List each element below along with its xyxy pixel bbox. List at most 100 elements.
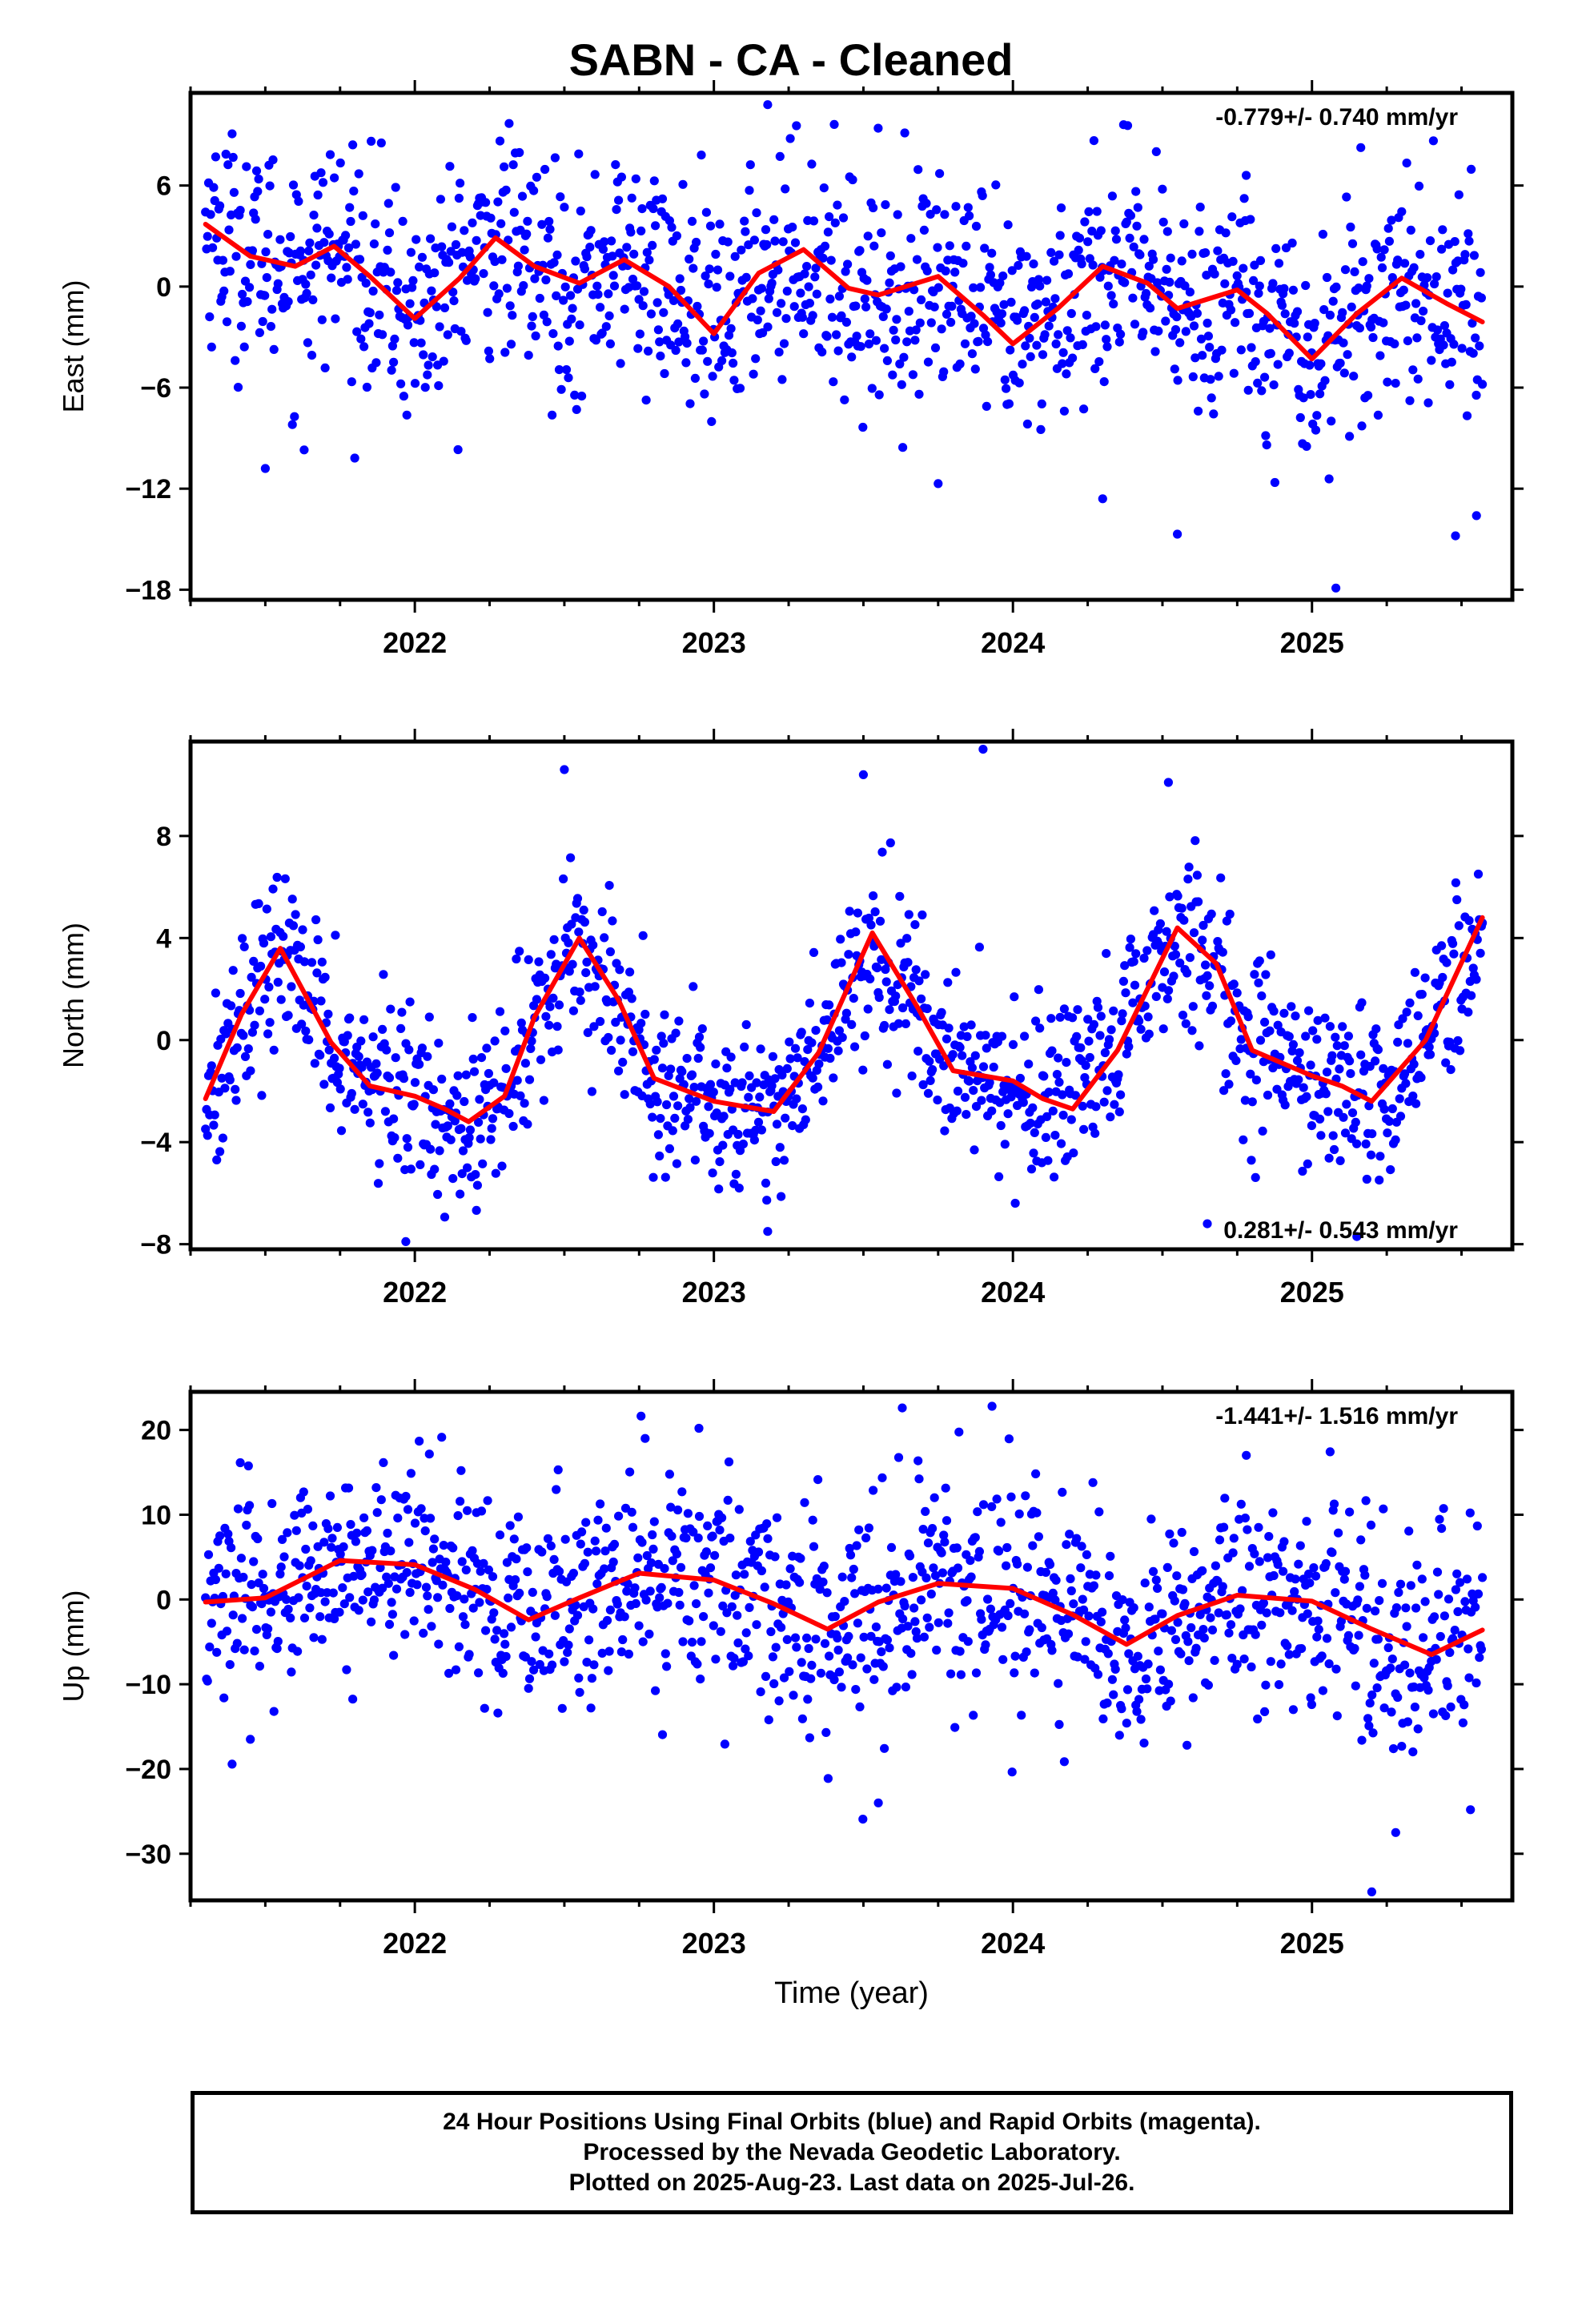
up-data-point (1439, 1504, 1448, 1514)
east-data-point (552, 250, 562, 259)
east-data-point (1022, 251, 1031, 261)
up-data-point (582, 1658, 592, 1667)
east-data-point (523, 216, 532, 226)
north-data-point (1464, 915, 1474, 926)
north-data-point (1398, 1014, 1407, 1023)
up-data-point (636, 1411, 646, 1421)
north-data-point (1010, 992, 1019, 1002)
up-data-point (715, 1526, 725, 1535)
east-data-point (436, 195, 446, 204)
north-data-point (1118, 976, 1128, 986)
north-data-point (845, 907, 854, 916)
north-data-point (247, 1027, 257, 1037)
north-data-point (847, 1019, 857, 1029)
north-data-point (1288, 1039, 1298, 1049)
east-data-point (1173, 376, 1182, 385)
east-data-point (586, 226, 596, 235)
east-data-point (1310, 319, 1319, 328)
east-data-point (745, 160, 755, 170)
east-data-point (1102, 335, 1111, 344)
east-data-point (435, 322, 444, 332)
north-data-point (295, 942, 305, 951)
east-data-point (911, 325, 921, 335)
east-data-point (921, 199, 931, 208)
east-ytick-label: −6 (140, 373, 171, 404)
east-data-point (1342, 192, 1351, 202)
up-data-point (387, 1610, 397, 1619)
up-data-point (891, 1570, 901, 1579)
east-data-point (1349, 372, 1359, 381)
east-data-point (888, 370, 897, 380)
up-data-point (1473, 1589, 1484, 1598)
east-data-point (316, 168, 326, 178)
east-data-point (544, 216, 554, 227)
up-data-point (681, 1533, 691, 1543)
footer-line-orbits: 24 Hour Positions Using Final Orbits (bl… (443, 2109, 1261, 2135)
north-data-point (345, 1013, 355, 1023)
north-data-point (1335, 1156, 1345, 1165)
north-data-point (1386, 1165, 1395, 1175)
east-data-point (258, 316, 267, 327)
north-data-point (902, 934, 912, 943)
up-data-point (820, 1638, 830, 1648)
east-data-point (861, 302, 871, 312)
north-data-point (287, 895, 297, 904)
north-data-point (1258, 1126, 1267, 1136)
up-data-point (1287, 1606, 1297, 1615)
east-data-point (362, 382, 371, 392)
north-data-point (620, 1090, 629, 1100)
east-data-point (895, 359, 905, 369)
north-data-point (354, 1051, 363, 1061)
up-data-point (946, 1669, 956, 1679)
north-data-point (215, 1147, 225, 1156)
east-data-point (1320, 376, 1330, 385)
east-outlier-point (1098, 494, 1107, 504)
north-data-point (386, 1004, 396, 1014)
north-data-point (1287, 1002, 1296, 1011)
north-data-point (870, 907, 880, 917)
up-data-point (692, 1599, 701, 1609)
up-data-point (1104, 1571, 1114, 1581)
north-data-point (472, 1180, 483, 1190)
up-data-point (941, 1483, 950, 1493)
north-outlier-point (763, 1227, 773, 1236)
up-data-point (428, 1544, 439, 1554)
up-data-point (900, 1601, 909, 1610)
up-data-point (987, 1502, 997, 1511)
east-data-point (882, 356, 892, 365)
up-data-point (343, 1483, 354, 1493)
east-data-point (796, 288, 805, 298)
east-data-point (604, 311, 614, 320)
east-data-point (687, 216, 697, 226)
north-data-point (264, 982, 274, 992)
east-data-point (1114, 337, 1124, 347)
north-data-point (925, 1056, 934, 1066)
up-outlier-point (1367, 1887, 1376, 1896)
north-data-point (822, 1015, 832, 1025)
north-data-point (1114, 1107, 1124, 1116)
up-data-point (416, 1504, 426, 1514)
east-data-point (1166, 253, 1175, 263)
north-data-point (1375, 1152, 1385, 1161)
up-data-point (564, 1640, 573, 1650)
up-data-point (1284, 1650, 1294, 1659)
east-data-point (1210, 269, 1219, 279)
east-data-point (855, 246, 865, 255)
up-data-point (495, 1530, 505, 1540)
up-data-point (1054, 1679, 1063, 1688)
north-data-point (1266, 950, 1275, 959)
east-data-point (1416, 316, 1426, 326)
up-data-point (1106, 1551, 1115, 1561)
north-data-point (1136, 1024, 1146, 1034)
up-data-point (1439, 1611, 1449, 1621)
up-data-point (1356, 1535, 1366, 1545)
east-data-point (758, 328, 768, 338)
up-data-point (391, 1584, 402, 1594)
east-data-point (985, 263, 994, 272)
north-data-point (532, 995, 542, 1004)
north-data-point (368, 1032, 378, 1042)
up-data-point (808, 1515, 817, 1525)
north-data-point (463, 1163, 472, 1172)
up-data-point (372, 1508, 382, 1518)
north-data-point (1058, 1090, 1067, 1100)
